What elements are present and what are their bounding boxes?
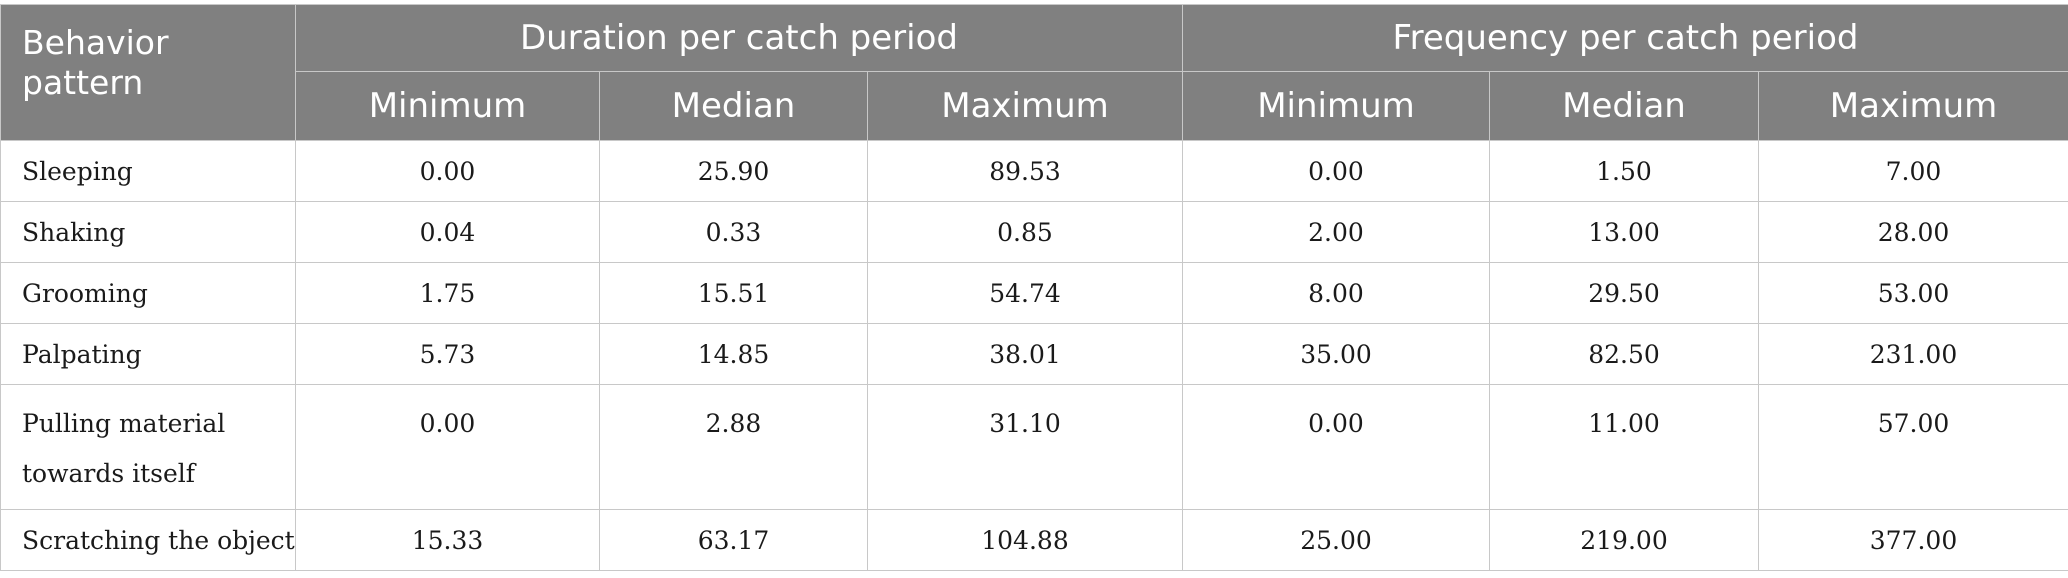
table-row: Sleeping 0.00 25.90 89.53 0.00 1.50 7.00: [0, 140, 2068, 202]
table-cell: 25.00: [1182, 509, 1490, 571]
header-duration-group: Duration per catch period: [295, 4, 1183, 72]
table-cell: 377.00: [1758, 509, 2068, 571]
row-label: Scratching the object: [0, 509, 296, 571]
table-cell: 63.17: [599, 509, 868, 571]
header-frequency-median: Median: [1489, 71, 1759, 141]
table-cell: 89.53: [867, 140, 1183, 202]
table-cell: 11.00: [1489, 384, 1759, 510]
table-cell: 15.51: [599, 262, 868, 324]
table-cell: 13.00: [1489, 201, 1759, 263]
table-cell: 14.85: [599, 323, 868, 385]
table-cell: 219.00: [1489, 509, 1759, 571]
table-cell: 8.00: [1182, 262, 1490, 324]
table-cell: 1.75: [295, 262, 600, 324]
table-cell: 0.00: [295, 384, 600, 510]
header-sub-row: Minimum Median Maximum Minimum Median Ma…: [1, 71, 2068, 141]
table-cell: 231.00: [1758, 323, 2068, 385]
table-cell: 2.00: [1182, 201, 1490, 263]
header-duration-minimum: Minimum: [295, 71, 600, 141]
header-frequency-group: Frequency per catch period: [1182, 4, 2068, 72]
behavior-table: Behavior pattern Duration per catch peri…: [0, 4, 2068, 571]
header-duration-maximum: Maximum: [867, 71, 1183, 141]
table-row: Scratching the object 15.33 63.17 104.88…: [0, 509, 2068, 571]
table-body: Sleeping 0.00 25.90 89.53 0.00 1.50 7.00…: [0, 140, 2068, 571]
table-cell: 0.00: [1182, 384, 1490, 510]
table-cell: 0.00: [295, 140, 600, 202]
table-cell: 35.00: [1182, 323, 1490, 385]
table-row: Palpating 5.73 14.85 38.01 35.00 82.50 2…: [0, 323, 2068, 385]
table-cell: 5.73: [295, 323, 600, 385]
table-cell: 57.00: [1758, 384, 2068, 510]
row-label: Pulling material towards itself: [0, 384, 296, 510]
table-cell: 54.74: [867, 262, 1183, 324]
table-cell: 0.85: [867, 201, 1183, 263]
header-duration-median: Median: [599, 71, 868, 141]
table-row: Shaking 0.04 0.33 0.85 2.00 13.00 28.00: [0, 201, 2068, 263]
header-frequency-minimum: Minimum: [1182, 71, 1490, 141]
table-header: Behavior pattern Duration per catch peri…: [0, 4, 2068, 141]
table-cell: 82.50: [1489, 323, 1759, 385]
table-cell: 104.88: [867, 509, 1183, 571]
row-label: Palpating: [0, 323, 296, 385]
table-cell: 1.50: [1489, 140, 1759, 202]
table-cell: 29.50: [1489, 262, 1759, 324]
table-cell: 53.00: [1758, 262, 2068, 324]
table-cell: 2.88: [599, 384, 868, 510]
table-cell: 28.00: [1758, 201, 2068, 263]
header-frequency-maximum: Maximum: [1758, 71, 2068, 141]
header-group-row: Behavior pattern Duration per catch peri…: [0, 4, 2068, 141]
header-behavior-pattern: Behavior pattern: [0, 4, 296, 141]
table-cell: 25.90: [599, 140, 868, 202]
row-label: Sleeping: [0, 140, 296, 202]
table-cell: 7.00: [1758, 140, 2068, 202]
table-cell: 0.00: [1182, 140, 1490, 202]
table-row: Pulling material towards itself 0.00 2.8…: [0, 384, 2068, 510]
table-cell: 38.01: [867, 323, 1183, 385]
table-cell: 15.33: [295, 509, 600, 571]
table-cell: 31.10: [867, 384, 1183, 510]
table-cell: 0.33: [599, 201, 868, 263]
table-cell: 0.04: [295, 201, 600, 263]
row-label: Grooming: [0, 262, 296, 324]
table-row: Grooming 1.75 15.51 54.74 8.00 29.50 53.…: [0, 262, 2068, 324]
row-label: Shaking: [0, 201, 296, 263]
